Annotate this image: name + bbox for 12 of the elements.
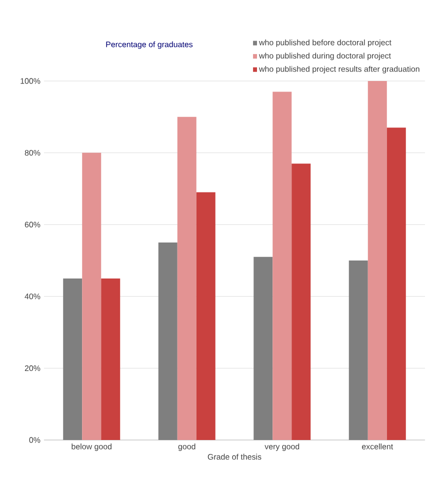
bar	[386, 128, 406, 440]
bar	[196, 192, 216, 440]
bar	[82, 152, 102, 440]
bar	[101, 278, 120, 440]
bar	[63, 278, 82, 440]
bar	[292, 164, 311, 440]
bar	[368, 80, 387, 440]
bar	[177, 116, 196, 440]
bar	[158, 242, 178, 440]
bar	[254, 256, 273, 440]
bar	[272, 92, 292, 440]
bar	[348, 260, 368, 440]
